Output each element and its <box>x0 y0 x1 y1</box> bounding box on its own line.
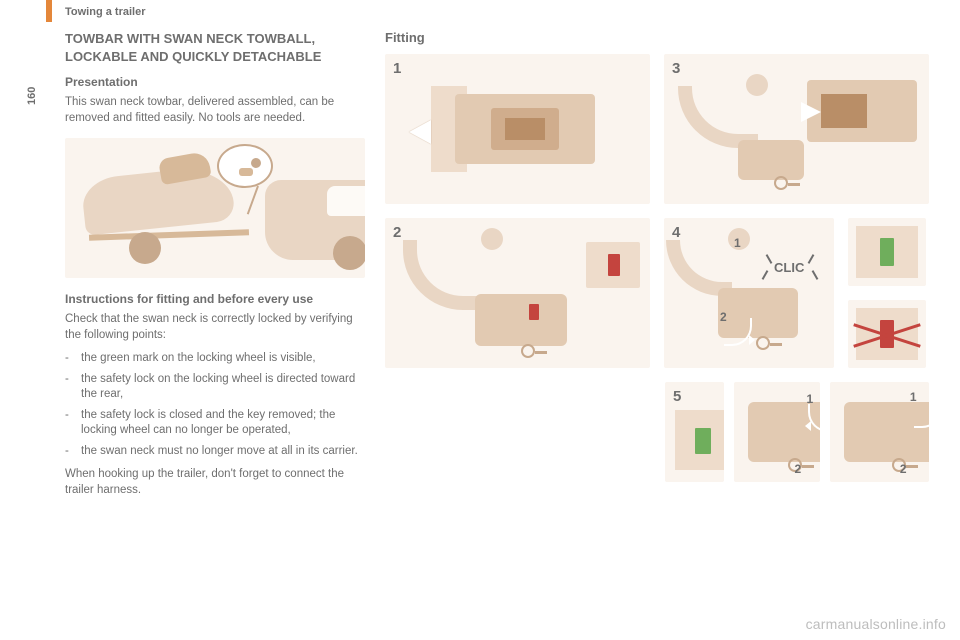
fitting-grid: 1 3 2 <box>385 54 929 496</box>
indicator-bad-panel <box>848 300 926 368</box>
step-number: 4 <box>672 224 680 241</box>
instructions-list: -the green mark on the locking wheel is … <box>65 351 365 459</box>
step-number: 2 <box>393 224 401 241</box>
watermark: carmanualsonline.info <box>806 616 946 632</box>
substep-number: 1 <box>734 236 741 250</box>
step-4-panel: 4 1 CLIC 2 <box>664 218 834 368</box>
step-5-panel-a: 5 <box>665 382 724 482</box>
step-1-panel: 1 <box>385 54 650 204</box>
clic-label: CLIC <box>774 260 804 275</box>
trailer-wheel <box>129 232 161 264</box>
mini-towball-icon <box>233 154 259 180</box>
section-title: TOWBAR WITH SWAN NECK TOWBALL, LOCKABLE … <box>65 30 365 65</box>
list-item-text: the swan neck must no longer move at all… <box>81 444 358 460</box>
step-5-panel-b: 1 2 <box>734 382 819 482</box>
car-rear <box>265 180 365 260</box>
list-item-text: the safety lock is closed and the key re… <box>81 408 365 439</box>
rotate-arrow-icon <box>914 400 929 428</box>
receiver-block <box>455 94 595 164</box>
step-number: 5 <box>673 388 681 405</box>
indicator-ok-panel <box>848 218 926 286</box>
indicator-green <box>880 238 894 266</box>
list-item: -the green mark on the locking wheel is … <box>65 351 365 367</box>
section-tab <box>46 0 52 22</box>
step-3-panel: 3 <box>664 54 929 204</box>
page-number: 160 <box>26 87 38 105</box>
jetski-shape <box>80 164 235 235</box>
instructions-lead: Check that the swan neck is correctly lo… <box>65 312 365 343</box>
indicator-red <box>529 304 539 320</box>
presentation-body: This swan neck towbar, delivered assembl… <box>65 95 365 126</box>
step-2-panel: 2 <box>385 218 650 368</box>
list-item: -the swan neck must no longer move at al… <box>65 444 365 460</box>
fitting-head: Fitting <box>385 30 425 45</box>
presentation-head: Presentation <box>65 75 365 89</box>
substep-number: 2 <box>900 462 907 476</box>
indicator-inset <box>586 242 640 288</box>
running-head: Towing a trailer <box>65 6 145 18</box>
list-item-text: the safety lock on the locking wheel is … <box>81 372 365 403</box>
cross-out-icon <box>848 300 926 368</box>
step-number: 1 <box>393 60 401 77</box>
receiver-block <box>807 80 917 142</box>
left-column: TOWBAR WITH SWAN NECK TOWBALL, LOCKABLE … <box>65 30 365 506</box>
substep-number: 2 <box>794 462 801 476</box>
list-item: -the safety lock is closed and the key r… <box>65 408 365 439</box>
list-item-text: the green mark on the locking wheel is v… <box>81 351 316 367</box>
towball-callout <box>217 144 273 188</box>
indicator-green <box>695 428 711 454</box>
car-window <box>327 186 365 216</box>
step-number: 3 <box>672 60 680 77</box>
closing-note: When hooking up the trailer, don't forge… <box>65 467 365 498</box>
rotate-arrow-icon <box>724 318 752 346</box>
insert-arrow-icon <box>801 102 821 122</box>
remove-arrow-icon <box>409 120 431 144</box>
hero-illustration <box>65 138 365 278</box>
step-5-panel-c: 1 3 2 <box>830 382 929 482</box>
instructions-head: Instructions for fitting and before ever… <box>65 292 365 306</box>
list-item: -the safety lock on the locking wheel is… <box>65 372 365 403</box>
indicator-red <box>608 254 620 276</box>
